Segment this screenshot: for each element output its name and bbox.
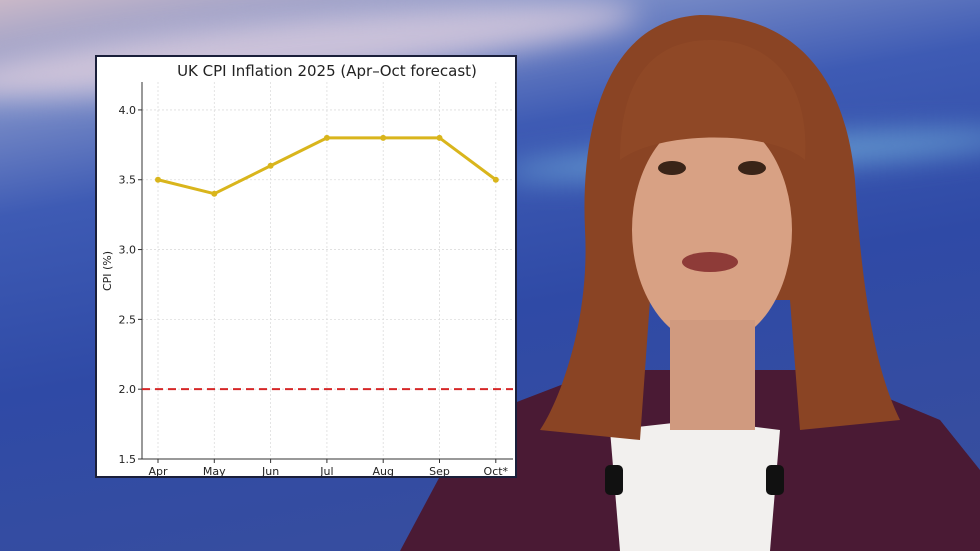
mouth bbox=[682, 252, 738, 272]
x-tick-label: Oct* bbox=[484, 465, 509, 476]
data-point bbox=[492, 176, 499, 183]
face bbox=[632, 115, 792, 345]
microphone bbox=[766, 465, 784, 495]
shirt bbox=[610, 420, 780, 551]
chart-title: UK CPI Inflation 2025 (Apr–Oct forecast) bbox=[177, 62, 477, 80]
cpi-chart-panel: Apr May Jun Jul Aug Sep Oct* 1.5 2.0 2.5 3.0 3.5 4.… bbox=[95, 55, 517, 478]
x-tick-label: Aug bbox=[372, 465, 393, 476]
y-tick-label: 2.0 bbox=[119, 383, 137, 396]
data-point bbox=[211, 190, 218, 197]
data-point bbox=[267, 162, 274, 169]
x-tick-label: Jul bbox=[319, 465, 333, 476]
y-tick-label: 3.5 bbox=[119, 174, 137, 187]
x-tick-label: Apr bbox=[148, 465, 168, 476]
neck bbox=[670, 320, 755, 430]
x-tick-label: Jun bbox=[261, 465, 279, 476]
cpi-line-chart: Apr May Jun Jul Aug Sep Oct* 1.5 2.0 2.5 3.0 3.5 4.… bbox=[101, 62, 513, 476]
data-point bbox=[436, 134, 443, 141]
y-tick-label: 1.5 bbox=[119, 453, 137, 466]
data-point bbox=[380, 134, 387, 141]
y-tick-label: 4.0 bbox=[119, 104, 137, 117]
x-tick-label: May bbox=[203, 465, 226, 476]
data-point bbox=[155, 176, 161, 183]
y-tick-label: 3.0 bbox=[119, 244, 137, 257]
y-axis-label: CPI (%) bbox=[101, 251, 114, 291]
microphone bbox=[605, 465, 623, 495]
data-point bbox=[323, 134, 330, 141]
y-tick-label: 2.5 bbox=[119, 313, 137, 326]
fringe bbox=[620, 40, 806, 160]
x-tick-label: Sep bbox=[429, 465, 450, 476]
